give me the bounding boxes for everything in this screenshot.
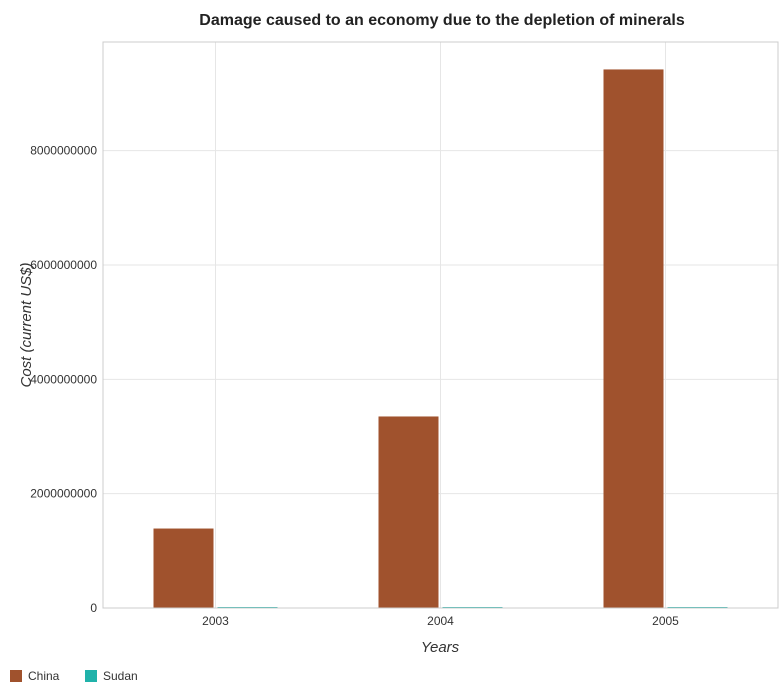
bar-china-2003 bbox=[154, 529, 214, 608]
ticks: 0 2000000000 4000000000 6000000000 800000000… bbox=[30, 144, 679, 628]
y-axis-title: Cost (current US$) bbox=[18, 262, 35, 387]
x-tick-label: 2003 bbox=[202, 614, 229, 628]
y-tick-label: 8000000000 bbox=[30, 144, 97, 158]
x-axis-title: Years bbox=[421, 639, 460, 656]
legend-swatch-china bbox=[10, 670, 22, 682]
y-tick-label: 0 bbox=[90, 601, 97, 615]
x-tick-label: 2005 bbox=[652, 614, 679, 628]
x-tick-label: 2004 bbox=[427, 614, 454, 628]
legend: China Sudan bbox=[10, 669, 138, 683]
y-tick-label: 4000000000 bbox=[30, 372, 97, 386]
bar-china-2004 bbox=[379, 416, 439, 608]
grid bbox=[103, 42, 778, 608]
legend-label-china: China bbox=[28, 669, 60, 683]
y-tick-label: 2000000000 bbox=[30, 487, 97, 501]
chart-title: Damage caused to an economy due to the d… bbox=[199, 12, 685, 29]
legend-swatch-sudan bbox=[85, 670, 97, 682]
legend-label-sudan: Sudan bbox=[103, 669, 138, 683]
y-tick-label: 6000000000 bbox=[30, 258, 97, 272]
bar-china-2005 bbox=[604, 69, 664, 608]
